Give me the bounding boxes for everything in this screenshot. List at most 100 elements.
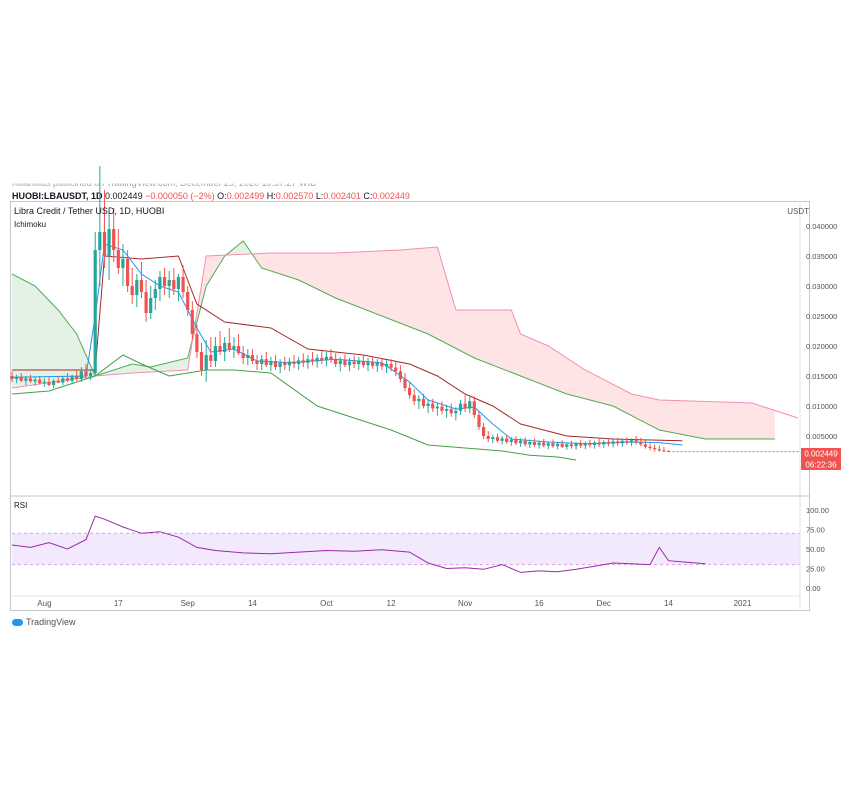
candle [657,445,661,452]
candle-body [93,250,97,373]
candle-body [232,346,236,349]
candle-body [102,232,107,256]
candle [236,334,241,355]
candle [629,438,634,447]
candle-body [190,310,194,334]
time-tick-label: 14 [664,599,673,608]
candle [227,328,231,352]
candle [482,422,486,439]
chart-frame[interactable] [10,201,810,611]
candle-body [167,280,171,286]
candle [431,398,435,412]
candle-body [269,361,273,366]
candle [144,280,148,322]
candle [79,367,83,382]
rsi-band [12,533,800,565]
candle-body [629,440,634,443]
candle-body [569,444,573,447]
candle-body [56,380,60,383]
candle-body [468,401,472,409]
candle-body [334,359,338,364]
candle-body [620,440,624,444]
candle-body [431,403,435,409]
candle-body [149,298,153,313]
candle-body [107,229,111,256]
candle [560,440,564,448]
candle [218,331,222,355]
candle-body [458,403,463,411]
rsi-line [11,515,706,573]
candle-body [625,440,629,443]
candle [163,268,167,295]
candle-body [38,379,42,384]
cloud-bear-area [252,247,775,439]
candle-body [255,361,259,364]
candle-body [33,379,37,382]
low-value: 0.002401 [323,191,361,201]
candle-body [408,388,412,396]
candle-body [357,361,361,364]
candle [269,356,273,372]
candle-body [84,371,88,376]
candle [597,439,601,447]
candle [126,250,130,292]
time-tick-label: Oct [320,599,333,608]
candle-body [463,403,467,409]
candle [139,262,143,298]
close-value: 0.002449 [372,191,410,201]
candle [315,354,319,368]
candle [209,337,213,367]
candle-body [491,437,495,439]
candle [250,349,254,364]
candle [408,382,412,399]
candle [324,352,328,367]
candle [519,438,523,447]
candle-body [643,444,647,447]
candle-body [602,442,606,445]
leading-span-a [11,240,775,440]
candle-body [347,361,352,366]
candle [653,444,657,452]
candle-body [403,379,407,388]
candle [556,442,560,450]
price-axis: 0.040000 0.035000 0.030000 0.025000 0.020000… [806,222,837,441]
candle-body [47,382,51,385]
publish-info-cut: hulaholds published on TradingView.com, … [12,178,317,189]
candle-body [209,355,213,361]
candle [149,286,153,319]
candle-body [546,443,550,446]
candle-body [616,441,620,444]
candle [264,352,268,367]
candle [246,349,250,366]
candle-body [163,277,167,286]
candle [98,166,102,286]
candle [546,441,550,450]
candle-body [597,442,601,445]
candle-body [42,382,46,384]
candle-body [70,376,74,381]
candle-body [79,371,83,379]
candle-body [592,442,597,445]
candle [417,395,421,409]
open-label: O: [217,191,227,201]
tradingview-logo[interactable]: TradingView [12,617,76,627]
candle [84,364,88,379]
candle [190,301,194,340]
candle-body [565,444,569,447]
candle [241,346,245,364]
candle [620,439,624,447]
candle-body [98,232,102,250]
symbol-header: HUOBI:LBAUSDT, 1D 0.002449 −0.000050 (−2… [12,191,410,201]
candle-body [223,343,227,352]
candle [611,439,615,448]
candle [398,365,402,382]
candle-body [588,443,592,445]
candle-body [398,371,402,379]
candle [662,446,666,453]
candle [167,271,171,298]
candle [458,400,463,415]
candle-body [116,250,120,268]
lagging-span [11,354,577,461]
candle-body [246,355,250,358]
